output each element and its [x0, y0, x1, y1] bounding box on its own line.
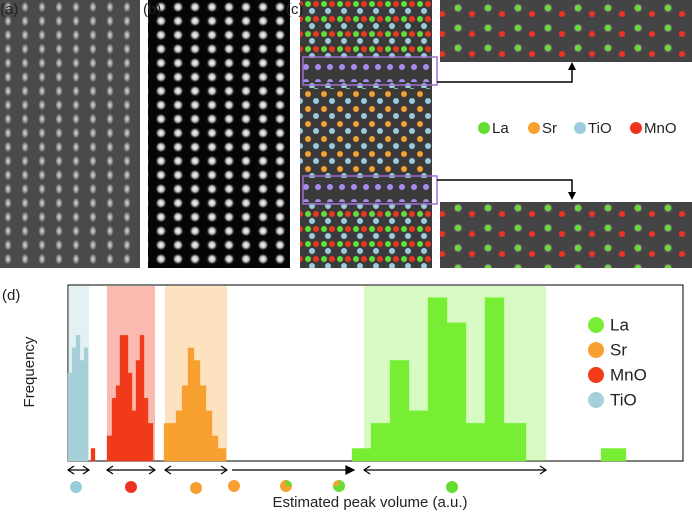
- histogram-bar: [139, 335, 145, 462]
- histogram-bar: [75, 335, 81, 462]
- x-axis-label: Estimated peak volume (a.u.): [272, 494, 467, 511]
- legend: La Sr MnO TiO: [588, 315, 647, 409]
- peak-icons: [70, 480, 458, 494]
- histogram-bar: [127, 372, 133, 462]
- plot: [66, 286, 627, 475]
- arrow-head: [568, 62, 576, 70]
- legend-label: Sr: [542, 120, 557, 137]
- arrow: [437, 66, 573, 83]
- histogram-bar: [71, 347, 77, 462]
- histogram-bar: [90, 448, 96, 462]
- arrow: [437, 179, 573, 196]
- histogram-bar: [67, 372, 73, 462]
- highlight-box: [302, 175, 438, 205]
- histogram-bar: [79, 360, 85, 462]
- histogram-bar: [484, 297, 505, 462]
- legend-label: TiO: [588, 120, 612, 137]
- legend-marker: [588, 317, 604, 333]
- histogram-bar: [181, 385, 189, 462]
- panel-label: (c): [286, 1, 304, 18]
- histogram-bar: [199, 385, 207, 462]
- histogram-bar: [111, 397, 117, 462]
- arrow-head: [163, 465, 229, 475]
- legend-marker: [574, 122, 586, 134]
- legend-label: TiO: [610, 390, 637, 409]
- legend-label: Sr: [610, 340, 627, 359]
- histogram-bar: [115, 385, 121, 462]
- histogram-bar: [106, 435, 113, 462]
- arrow-head: [362, 465, 548, 475]
- legend-marker: [528, 122, 540, 134]
- histogram-bar: [389, 360, 410, 462]
- histogram-bar: [187, 347, 195, 462]
- image-a: [0, 0, 140, 268]
- histogram-bar: [123, 335, 129, 462]
- panel-label: (b): [143, 1, 161, 18]
- legend-marker: [588, 342, 604, 358]
- annotations: [232, 465, 356, 475]
- highlight-box: [302, 56, 438, 86]
- image-c-interface: [300, 58, 432, 82]
- inset-top: [440, 0, 692, 62]
- histogram-bar: [135, 360, 141, 462]
- histogram-bar: [143, 397, 149, 462]
- image-c-interface: [300, 178, 432, 202]
- histogram-bar: [446, 322, 467, 462]
- y-axis-label: Frequency: [21, 336, 38, 407]
- image-b: [148, 0, 290, 268]
- histogram-bar: [465, 423, 486, 462]
- histogram-bar: [131, 410, 137, 462]
- legend-label: MnO: [644, 120, 677, 137]
- image-c-sr: [300, 88, 432, 173]
- arrow-head: [66, 465, 91, 475]
- histogram-bar: [205, 410, 213, 462]
- histogram-bar: [600, 448, 627, 462]
- histogram-bar: [169, 423, 177, 462]
- legend-marker: [630, 122, 642, 134]
- legend-label: La: [492, 120, 509, 137]
- histogram-bar: [408, 410, 429, 462]
- arrow-head: [568, 192, 576, 200]
- histogram-bar: [193, 360, 201, 462]
- histogram-bar: [503, 423, 527, 462]
- panel-label: (a): [0, 1, 18, 18]
- arrow-head: [105, 465, 157, 475]
- legend-label: La: [610, 315, 629, 334]
- legend-marker: [588, 367, 604, 383]
- histogram-bar: [351, 448, 372, 462]
- histogram-bar: [217, 448, 227, 462]
- histogram-bar: [119, 335, 125, 462]
- legend-marker: [588, 392, 604, 408]
- histogram-bar: [370, 423, 391, 462]
- histogram-bar: [83, 347, 89, 462]
- histogram-bar: [147, 423, 154, 462]
- atom-legend: La Sr TiO MnO: [478, 120, 677, 137]
- inset-bottom: [440, 202, 692, 268]
- panel-label: (d): [2, 287, 20, 304]
- histogram-bar: [427, 297, 448, 462]
- histogram-bar: [211, 435, 219, 462]
- legend-marker: [478, 122, 490, 134]
- histogram-bar: [175, 410, 183, 462]
- legend-label: MnO: [610, 365, 647, 384]
- histogram-bar: [163, 423, 171, 462]
